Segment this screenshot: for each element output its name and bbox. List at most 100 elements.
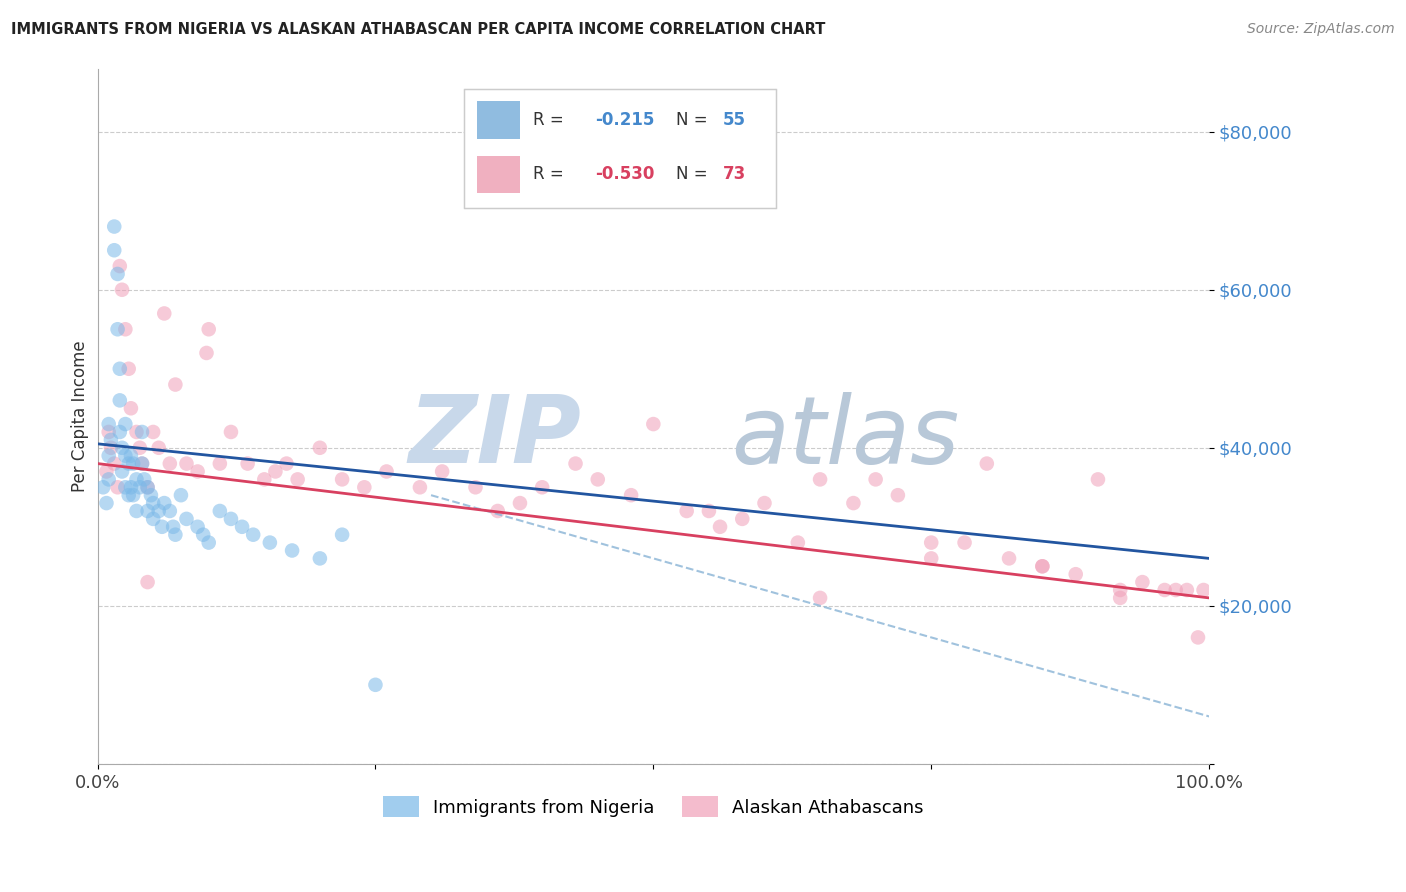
Immigrants from Nigeria [170,488,193,502]
Immigrants from Nigeria [259,535,281,549]
Immigrants from Nigeria [114,417,136,431]
Alaskan Athabascans [509,496,531,510]
Immigrants from Nigeria [108,361,131,376]
Immigrants from Nigeria [125,472,148,486]
Alaskan Athabascans [998,551,1021,566]
Immigrants from Nigeria [142,512,165,526]
Immigrants from Nigeria [281,543,304,558]
Alaskan Athabascans [100,441,122,455]
Alaskan Athabascans [375,465,398,479]
Alaskan Athabascans [136,575,159,590]
Alaskan Athabascans [564,457,586,471]
Alaskan Athabascans [1132,575,1154,590]
Alaskan Athabascans [208,457,231,471]
Immigrants from Nigeria [120,449,142,463]
Alaskan Athabascans [1109,591,1132,605]
Alaskan Athabascans [330,472,353,486]
Immigrants from Nigeria [187,520,209,534]
Alaskan Athabascans [108,259,131,273]
Alaskan Athabascans [697,504,720,518]
Immigrants from Nigeria [103,219,125,234]
Alaskan Athabascans [808,591,831,605]
Alaskan Athabascans [409,480,432,494]
Alaskan Athabascans [754,496,776,510]
Alaskan Athabascans [118,361,141,376]
Alaskan Athabascans [486,504,509,518]
Alaskan Athabascans [430,465,453,479]
Alaskan Athabascans [620,488,643,502]
Alaskan Athabascans [976,457,998,471]
Immigrants from Nigeria [114,480,136,494]
Immigrants from Nigeria [197,535,219,549]
Alaskan Athabascans [675,504,697,518]
Alaskan Athabascans [176,457,198,471]
Text: IMMIGRANTS FROM NIGERIA VS ALASKAN ATHABASCAN PER CAPITA INCOME CORRELATION CHAR: IMMIGRANTS FROM NIGERIA VS ALASKAN ATHAB… [11,22,825,37]
Alaskan Athabascans [165,377,187,392]
Immigrants from Nigeria [208,504,231,518]
Alaskan Athabascans [153,306,176,320]
Immigrants from Nigeria [165,527,187,541]
Immigrants from Nigeria [242,527,264,541]
Alaskan Athabascans [1109,582,1132,597]
Immigrants from Nigeria [176,512,198,526]
Immigrants from Nigeria [118,457,141,471]
Alaskan Athabascans [97,425,120,439]
Alaskan Athabascans [531,480,554,494]
Alaskan Athabascans [353,480,375,494]
Alaskan Athabascans [136,480,159,494]
Immigrants from Nigeria [309,551,332,566]
Alaskan Athabascans [709,520,731,534]
Alaskan Athabascans [808,472,831,486]
Text: ZIP: ZIP [408,391,581,483]
Alaskan Athabascans [920,551,942,566]
Alaskan Athabascans [148,441,170,455]
Immigrants from Nigeria [231,520,253,534]
Alaskan Athabascans [197,322,219,336]
Immigrants from Nigeria [193,527,215,541]
Alaskan Athabascans [920,535,942,549]
Immigrants from Nigeria [96,496,118,510]
Alaskan Athabascans [111,283,134,297]
Alaskan Athabascans [1187,631,1209,645]
Alaskan Athabascans [187,465,209,479]
Alaskan Athabascans [464,480,486,494]
Immigrants from Nigeria [97,449,120,463]
Immigrants from Nigeria [150,520,173,534]
Alaskan Athabascans [865,472,887,486]
Immigrants from Nigeria [97,472,120,486]
Immigrants from Nigeria [159,504,181,518]
Immigrants from Nigeria [128,480,150,494]
Immigrants from Nigeria [103,244,125,258]
Immigrants from Nigeria [153,496,176,510]
Alaskan Athabascans [1175,582,1198,597]
Alaskan Athabascans [1192,582,1215,597]
Alaskan Athabascans [107,480,129,494]
Alaskan Athabascans [586,472,609,486]
Immigrants from Nigeria [108,425,131,439]
Alaskan Athabascans [236,457,259,471]
Immigrants from Nigeria [108,393,131,408]
Alaskan Athabascans [276,457,298,471]
Alaskan Athabascans [1087,472,1109,486]
Alaskan Athabascans [120,401,142,416]
Alaskan Athabascans [786,535,808,549]
Alaskan Athabascans [125,425,148,439]
Alaskan Athabascans [731,512,754,526]
Immigrants from Nigeria [142,496,165,510]
Alaskan Athabascans [159,457,181,471]
Immigrants from Nigeria [219,512,242,526]
Immigrants from Nigeria [120,480,142,494]
Alaskan Athabascans [1064,567,1087,582]
Immigrants from Nigeria [134,472,156,486]
Alaskan Athabascans [842,496,865,510]
Immigrants from Nigeria [100,433,122,447]
Immigrants from Nigeria [162,520,184,534]
Alaskan Athabascans [287,472,309,486]
Immigrants from Nigeria [139,488,162,502]
Alaskan Athabascans [253,472,276,486]
Alaskan Athabascans [96,465,118,479]
Alaskan Athabascans [1031,559,1053,574]
Alaskan Athabascans [195,346,218,360]
Immigrants from Nigeria [364,678,387,692]
Alaskan Athabascans [1031,559,1053,574]
